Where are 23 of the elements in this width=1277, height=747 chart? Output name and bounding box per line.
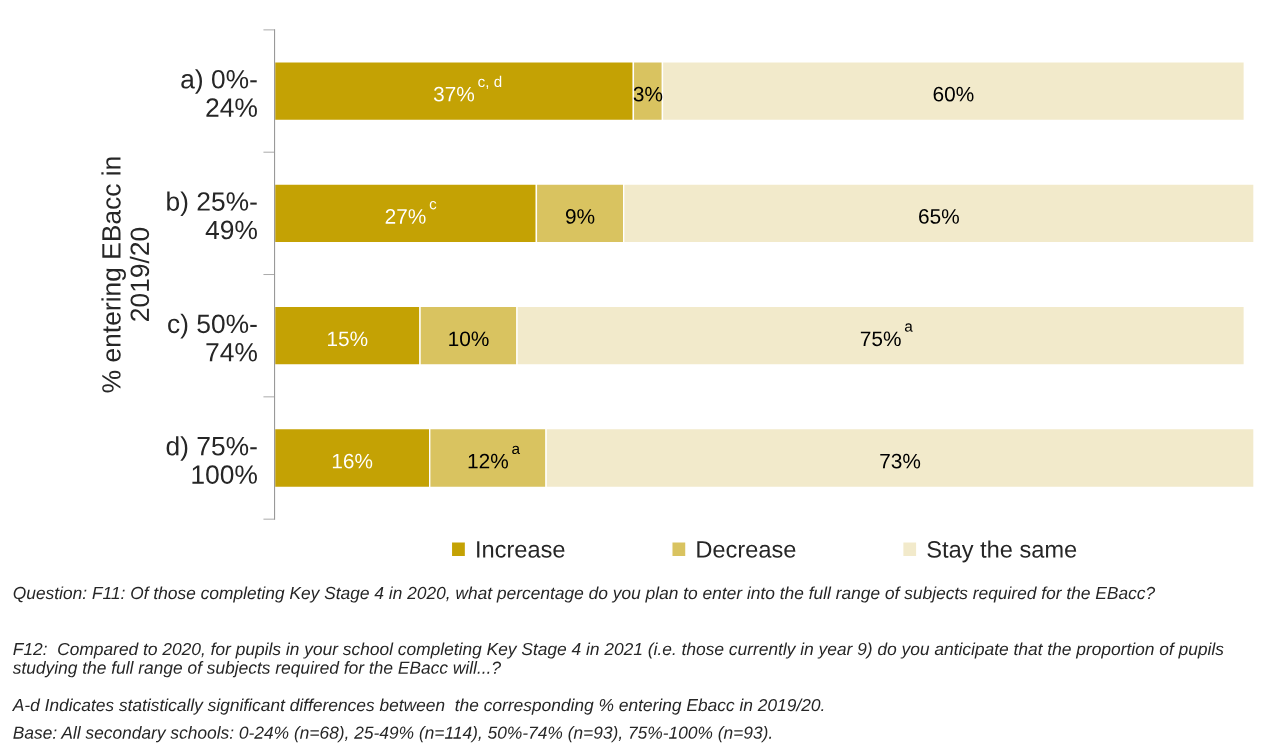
data-label: 73% <box>880 453 921 469</box>
legend-label: Stay the same <box>927 540 1077 563</box>
y-axis-title: % entering EBacc in 2019/20 <box>101 157 150 393</box>
legend-label: Decrease <box>697 541 796 558</box>
data-label: 16% <box>332 453 373 469</box>
y-tick-label: d) 75%- 100% <box>166 436 257 484</box>
text: A-d Indicates statistically significant differences between the corresponding % entering Ebacc in 2019/20. <box>11 698 824 715</box>
data-label: 75%a <box>860 323 913 347</box>
y-tick-label: b) 25%- 49% <box>167 191 257 240</box>
data-label: 9% <box>565 209 595 224</box>
data-label: 12%a <box>468 445 521 469</box>
y-tick-label: a) 0%- 24% <box>181 69 257 117</box>
data-label: 10% <box>449 331 489 347</box>
text: F12: Compared to 2020, for pupils in your school completing Key Stage 4 in 2021 (i.e. those currently in year 9) do you anticipate that the proportion of pupils studying the full range of subjects required for the EBacc will...? <box>12 642 1224 678</box>
data-label: 15% <box>328 331 368 347</box>
legend-label: Increase <box>477 541 565 558</box>
data-label: 65% <box>919 209 959 224</box>
text: Base: All secondary schools: 0-24% (n=68), 25-49% (n=114), 50%-74% (n=93), 75%-100% (n=93). <box>13 726 772 743</box>
data-label: 37%c, d <box>433 75 502 102</box>
data-label: 27%c <box>385 201 437 224</box>
text: Question: F11: Of those completing Key Stage 4 in 2020, what percentage do you plan to enter into the full range of subjects required for the EBacc? <box>13 586 1156 603</box>
data-label: 60% <box>933 86 974 102</box>
y-tick-label: c) 50%- 74% <box>168 313 257 362</box>
